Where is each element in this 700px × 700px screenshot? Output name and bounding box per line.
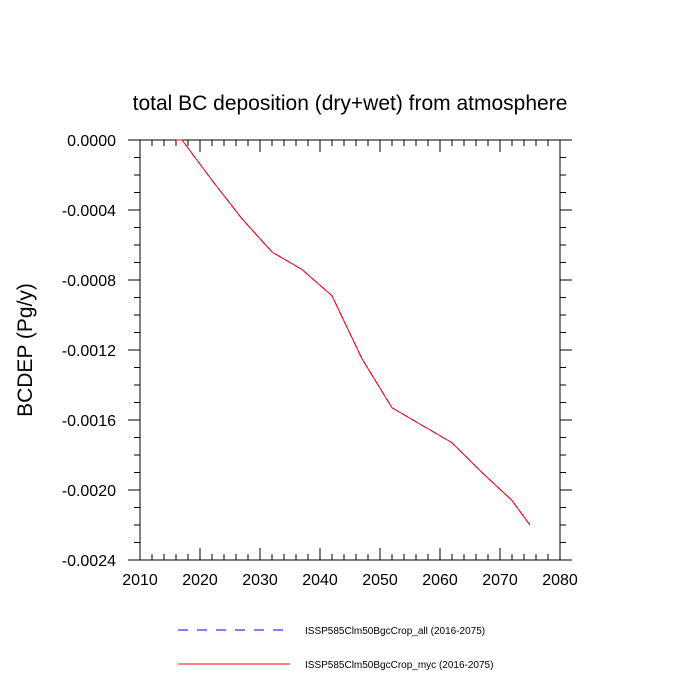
- series-lines: [176, 139, 531, 526]
- y-tick-label: -0.0004: [62, 203, 116, 220]
- legend-label-1: ISSP585Clm50BgcCrop_all (2016-2075): [305, 626, 485, 637]
- legend: ISSP585Clm50BgcCrop_all (2016-2075) ISSP5…: [178, 626, 493, 671]
- axes: 2010 2020 2030 2040 2050 2060 2070 2080 0.0000 -0…: [62, 133, 578, 589]
- legend-label-2: ISSP585Clm50BgcCrop_myc (2016-2075): [305, 660, 493, 671]
- series-line-2: [176, 139, 531, 526]
- chart-title: total BC deposition (dry+wet) from atmos…: [133, 92, 568, 115]
- x-tick-label: 2020: [182, 572, 218, 589]
- y-tick-label: -0.0016: [62, 413, 116, 430]
- y-tick-label: -0.0008: [62, 273, 116, 290]
- y-tick-label: -0.0012: [62, 343, 116, 360]
- y-tick-label: -0.0020: [62, 483, 116, 500]
- x-tick-label: 2080: [542, 572, 578, 589]
- y-axis-label: BCDEP (Pg/y): [14, 283, 37, 417]
- y-tick-label: 0.0000: [67, 133, 116, 150]
- plot-frame: [139, 139, 561, 561]
- y-tick-label: -0.0024: [62, 553, 116, 570]
- x-tick-label: 2050: [362, 572, 398, 589]
- x-tick-label: 2070: [482, 572, 518, 589]
- x-tick-label: 2030: [242, 572, 278, 589]
- x-tick-label: 2010: [122, 572, 158, 589]
- x-tick-label: 2040: [302, 572, 338, 589]
- x-tick-label: 2060: [422, 572, 458, 589]
